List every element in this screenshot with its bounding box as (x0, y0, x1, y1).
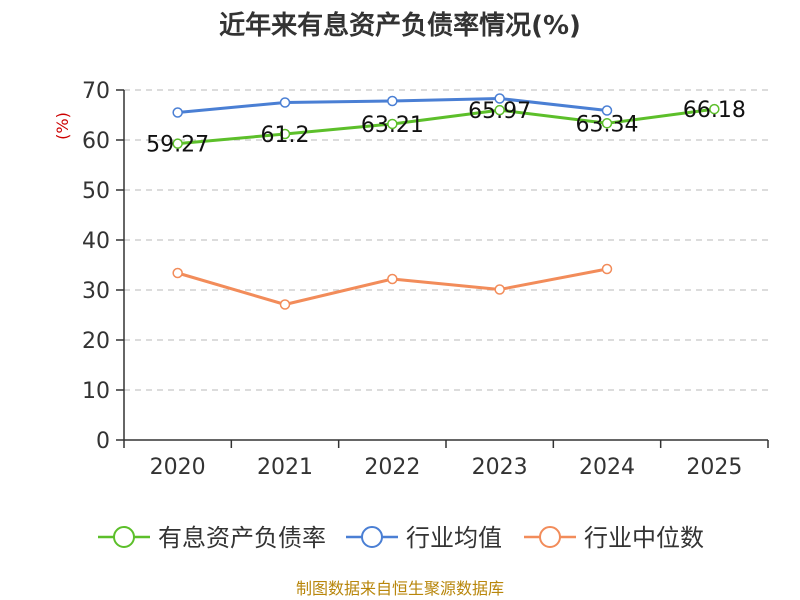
source-note: 制图数据来自恒生聚源数据库 (296, 579, 504, 598)
data-point (172, 107, 183, 118)
axes: 0 10 20 30 40 50 60 70 2020 2021 2022 2023 2024 2025 (82, 79, 769, 480)
data-point (601, 118, 613, 129)
y-tick-label: 20 (82, 329, 110, 354)
y-tick-label: 70 (82, 79, 110, 104)
data-point (601, 105, 613, 116)
legend-label: 有息资产负债率 (158, 524, 326, 552)
x-tick-label: 2022 (364, 455, 420, 480)
series-lines (172, 93, 720, 310)
x-tick-label: 2023 (472, 455, 528, 480)
data-point (601, 263, 613, 275)
data-label: 61.2 (261, 123, 310, 148)
data-labels: 59.27 61.2 63.21 65.97 63.34 66.18 (146, 98, 746, 158)
data-point (494, 104, 505, 116)
chart-title: 近年来有息资产负债率情况(%) (219, 10, 581, 41)
y-tick-label: 40 (82, 229, 110, 254)
data-point (387, 273, 398, 285)
data-label: 65.97 (468, 99, 531, 124)
data-point (387, 95, 398, 107)
legend-label: 行业中位数 (584, 524, 704, 552)
data-point (387, 118, 398, 130)
legend-swatch-marker (361, 526, 383, 548)
legend-item: 行业中位数 (524, 524, 704, 552)
legend-swatch-marker (539, 526, 561, 548)
data-point (172, 267, 183, 279)
legend-swatch-marker (113, 526, 135, 548)
data-point (279, 128, 291, 140)
data-label: 59.27 (146, 133, 209, 158)
y-tick-label: 50 (82, 179, 110, 204)
y-tick-label: 30 (82, 279, 110, 304)
series-line (177, 107, 715, 146)
legend: 有息资产负债率 行业均值 行业中位数 (98, 524, 704, 552)
y-axis-unit-label: (%) (53, 112, 72, 140)
legend-label: 行业均值 (406, 524, 502, 552)
grid-lines (124, 89, 768, 391)
x-tick-label: 2020 (150, 455, 206, 480)
y-tick-label: 0 (96, 429, 110, 454)
y-tick-label: 10 (82, 379, 110, 404)
data-point (494, 284, 505, 295)
data-point (279, 299, 291, 310)
x-tick-label: 2025 (686, 455, 742, 480)
data-point (172, 138, 183, 149)
data-label: 63.21 (361, 113, 424, 138)
data-label: 63.34 (576, 112, 639, 137)
data-label: 66.18 (683, 98, 746, 123)
legend-item: 有息资产负债率 (98, 524, 326, 552)
data-point (279, 97, 291, 108)
x-tick-label: 2024 (579, 455, 635, 480)
legend-item: 行业均值 (346, 524, 502, 552)
data-point (494, 93, 505, 104)
y-tick-label: 60 (82, 129, 110, 154)
data-point (709, 103, 720, 115)
x-tick-label: 2021 (257, 455, 313, 480)
